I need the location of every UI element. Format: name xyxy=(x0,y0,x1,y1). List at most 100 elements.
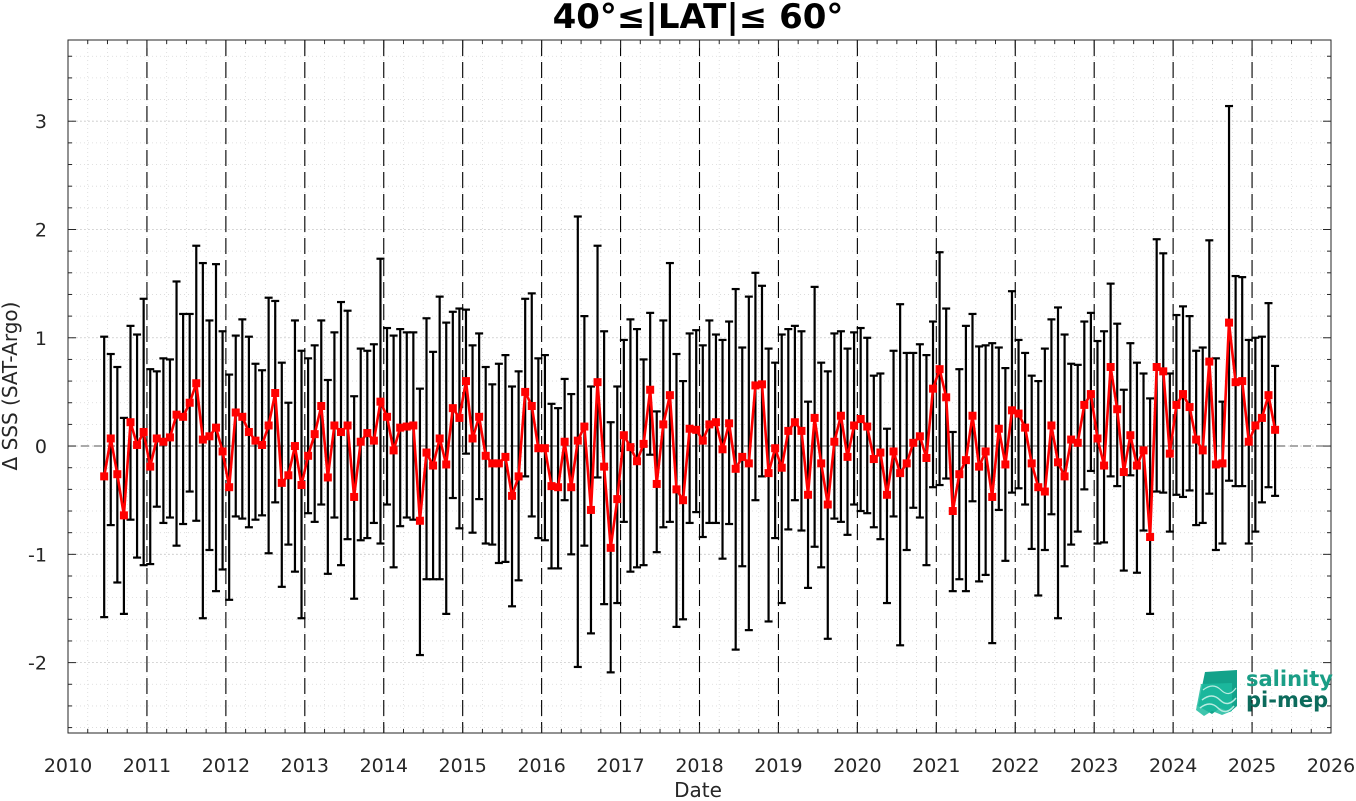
data-point xyxy=(113,470,122,479)
data-point xyxy=(1047,421,1056,430)
data-point xyxy=(580,422,589,431)
data-point xyxy=(757,380,766,389)
logo-wave-icon xyxy=(1196,670,1237,716)
data-point xyxy=(448,404,457,413)
data-point xyxy=(738,452,747,461)
data-point xyxy=(527,401,536,410)
data-point xyxy=(1159,367,1168,376)
data-point xyxy=(1192,435,1201,444)
data-point xyxy=(882,490,891,499)
data-point xyxy=(850,421,859,430)
data-point xyxy=(922,453,931,462)
y-tick-label: 3 xyxy=(35,111,47,133)
data-point xyxy=(238,412,247,421)
data-point xyxy=(573,436,582,445)
x-tick-label: 2011 xyxy=(123,755,171,777)
data-point xyxy=(1257,413,1266,422)
data-point xyxy=(626,443,635,452)
data-point xyxy=(481,451,490,460)
data-point xyxy=(1080,400,1089,409)
data-point xyxy=(1205,357,1214,366)
data-point xyxy=(863,422,872,431)
data-point xyxy=(1185,403,1194,412)
data-point xyxy=(356,437,365,446)
data-point xyxy=(896,469,905,478)
data-point xyxy=(613,495,622,504)
data-point xyxy=(784,426,793,435)
x-tick-label: 2021 xyxy=(912,755,960,777)
data-point xyxy=(133,440,142,449)
data-point xyxy=(600,462,609,471)
data-point xyxy=(244,427,253,436)
data-point xyxy=(1132,461,1141,470)
data-point xyxy=(514,472,523,481)
data-point xyxy=(718,445,727,454)
data-point xyxy=(1086,390,1095,399)
y-tick-label: 0 xyxy=(35,436,47,458)
data-point xyxy=(1093,434,1102,443)
data-point xyxy=(435,434,444,443)
data-point xyxy=(402,422,411,431)
data-point xyxy=(396,423,405,432)
data-point xyxy=(1238,377,1247,386)
x-tick-label: 2023 xyxy=(1070,755,1118,777)
data-point xyxy=(1100,461,1109,470)
logo-text-pimep: pi-mep xyxy=(1246,688,1328,712)
data-point xyxy=(567,483,576,492)
x-tick-label: 2019 xyxy=(754,755,802,777)
data-point xyxy=(915,432,924,441)
data-point xyxy=(1060,472,1069,481)
data-point xyxy=(179,412,188,421)
data-point xyxy=(231,408,240,417)
data-point xyxy=(981,447,990,456)
data-point xyxy=(586,505,595,514)
data-point xyxy=(1146,533,1155,542)
data-point xyxy=(672,485,681,494)
data-point xyxy=(119,511,128,520)
data-point xyxy=(422,448,431,457)
data-point xyxy=(902,459,911,468)
data-point xyxy=(725,419,734,428)
data-point xyxy=(225,483,234,492)
data-point xyxy=(764,469,773,478)
data-point xyxy=(751,381,760,390)
data-point xyxy=(185,398,194,407)
x-tick-label: 2022 xyxy=(991,755,1039,777)
data-point xyxy=(1126,431,1135,440)
data-point xyxy=(843,452,852,461)
data-point xyxy=(429,461,438,470)
data-point xyxy=(475,412,484,421)
x-axis-label: Date xyxy=(674,778,722,801)
year-dashed-lines xyxy=(146,40,1253,733)
data-point xyxy=(310,430,319,439)
data-point xyxy=(106,434,115,443)
data-point xyxy=(1027,459,1036,468)
data-point xyxy=(1119,468,1128,477)
x-tick-label: 2012 xyxy=(202,755,250,777)
data-point xyxy=(192,379,201,388)
data-point xyxy=(343,421,352,430)
data-point xyxy=(508,491,517,500)
data-point xyxy=(1007,406,1016,415)
data-point xyxy=(1113,405,1122,414)
data-point xyxy=(955,470,964,479)
data-point xyxy=(1251,421,1260,430)
x-tick-label: 2025 xyxy=(1228,755,1276,777)
data-point xyxy=(383,412,392,421)
chart-title: 40°≤|LAT|≤ 60° xyxy=(553,0,844,37)
x-tick-labels: 2010 2011 2012 2013 2014 2015 2016 2017 2018 2019… xyxy=(44,755,1355,777)
data-point xyxy=(198,435,207,444)
y-tick-label: -1 xyxy=(28,544,47,566)
data-point xyxy=(1014,409,1023,418)
data-point xyxy=(494,459,503,468)
data-point xyxy=(606,543,615,552)
data-point xyxy=(836,411,845,420)
y-tick-label: 2 xyxy=(35,219,47,241)
data-point xyxy=(1152,363,1161,372)
data-point xyxy=(1139,446,1148,455)
data-point xyxy=(889,447,898,456)
data-point xyxy=(593,378,602,387)
x-tick-label: 2018 xyxy=(675,755,723,777)
data-point xyxy=(1106,363,1115,372)
data-point xyxy=(652,479,661,488)
